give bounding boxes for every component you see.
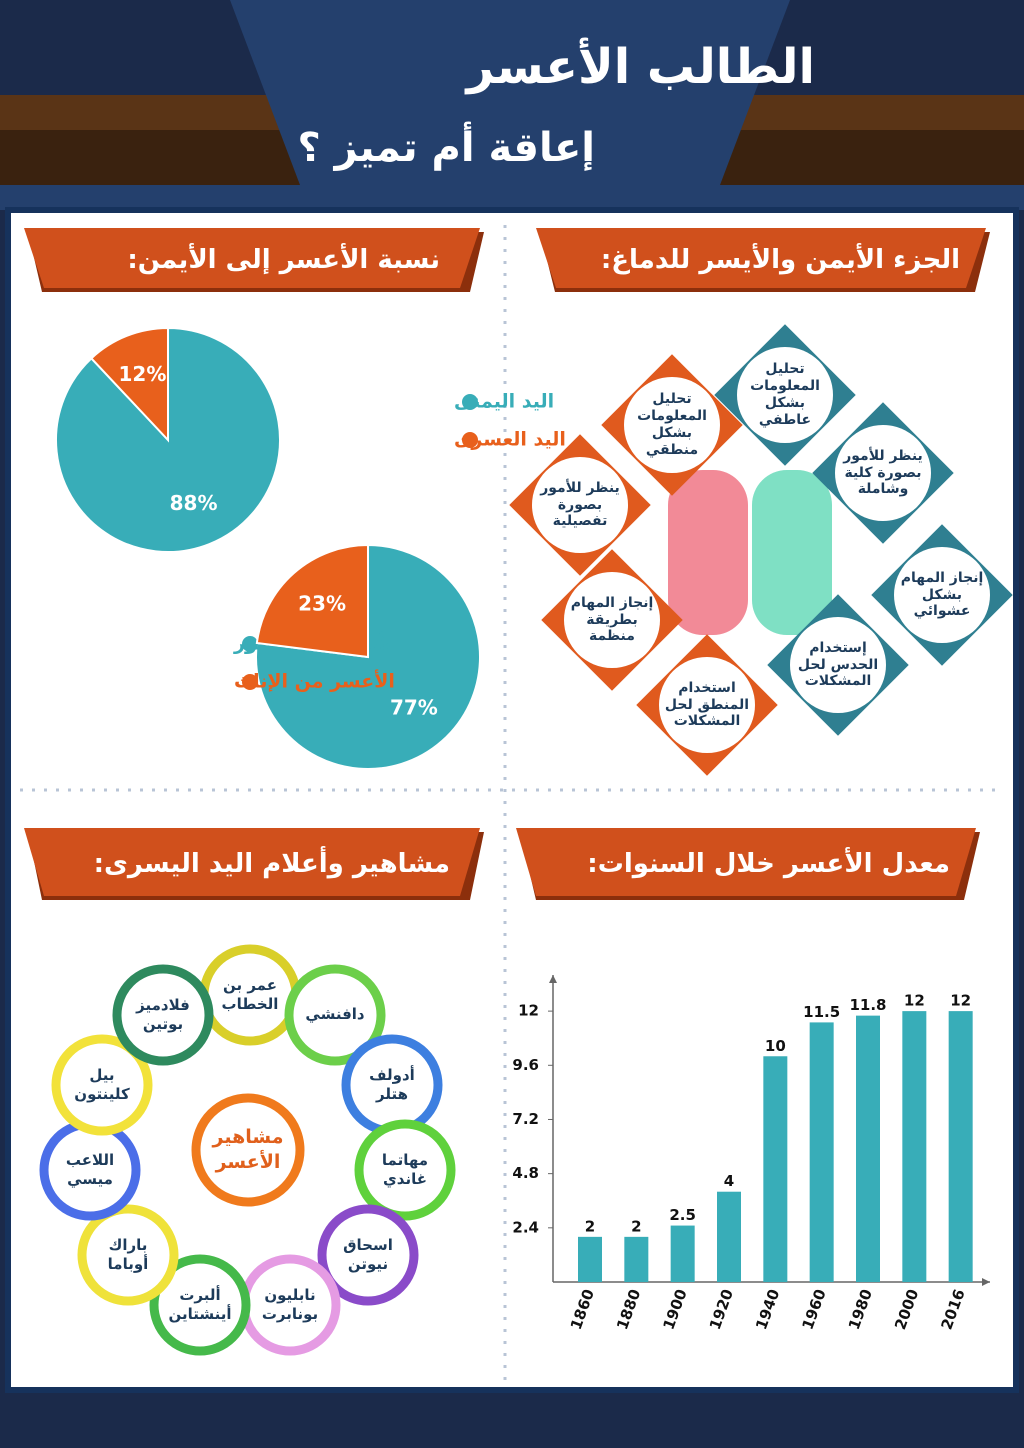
diamond-circle	[894, 547, 990, 643]
pie-slice	[255, 543, 369, 659]
brain-text: تحليل المعلومات بشكل عاطفي	[750, 361, 820, 428]
band	[0, 185, 1024, 210]
banner	[516, 828, 976, 896]
pie-slice	[89, 326, 169, 443]
person-ring	[149, 1254, 251, 1356]
section-title: معدل الأعسر خلال السنوات:	[587, 849, 950, 879]
person-ring	[51, 1034, 153, 1136]
center-name: مشاهير الأعسر	[212, 1126, 284, 1173]
arrow	[982, 1278, 990, 1286]
data-label: 2.5	[669, 1206, 696, 1224]
brain-text: تحليل المعلومات بشكل منطقي	[637, 391, 707, 458]
bar	[902, 1011, 927, 1282]
banner	[536, 228, 986, 288]
bar	[624, 1236, 649, 1282]
subtitle: إعاقة أم تميز ؟	[297, 121, 595, 171]
y-tick-label: 4.8	[512, 1164, 539, 1182]
bar	[578, 1236, 602, 1282]
section-title: الجزء الأيمن والأيسر للدماغ:	[600, 245, 960, 275]
data-label: 88%	[170, 491, 218, 515]
data-label: 12	[950, 992, 971, 1010]
legend-swatch	[462, 432, 478, 448]
person-ring	[284, 964, 386, 1066]
person-ring	[112, 964, 214, 1066]
person-name: ألبرت أينشتاين	[168, 1285, 232, 1324]
legend-label: اليد العسرى	[454, 429, 566, 451]
legend-label: الأعسر من الإناث	[234, 670, 395, 693]
bar	[763, 1056, 788, 1282]
y-tick-label: 12	[518, 1002, 539, 1020]
banner	[24, 828, 480, 896]
data-label: 12	[904, 992, 925, 1010]
legend-swatch	[242, 636, 258, 652]
brain-text: إنجاز المهام بطريقة منظمة	[570, 594, 654, 645]
person-name: مهاتما غاندي	[381, 1150, 429, 1189]
banners	[24, 228, 990, 900]
brain-right	[752, 470, 832, 635]
person-ring	[354, 1119, 456, 1221]
y-tick-label: 7.2	[512, 1110, 539, 1128]
brain-text: إنجاز المهام بشكل عشوائي	[900, 569, 984, 620]
diamond-circle	[624, 377, 720, 473]
data-label: 10	[765, 1037, 786, 1055]
data-label: 12%	[118, 362, 166, 386]
person-name: بيل كلينتون	[74, 1065, 130, 1104]
person-ring	[77, 1204, 179, 1306]
y-tick-label: 2.4	[512, 1218, 539, 1236]
title: الطالب الأعسر	[465, 37, 816, 95]
diamond-circle	[659, 657, 755, 753]
brain-left	[668, 470, 748, 635]
bar	[809, 1022, 834, 1282]
bar	[856, 1015, 880, 1282]
data-label: 2	[631, 1217, 641, 1235]
footer	[0, 1395, 1024, 1448]
data-label: 11.8	[849, 996, 886, 1014]
person-ring	[317, 1204, 419, 1306]
data-label: 77%	[390, 696, 438, 720]
header-panel	[230, 0, 790, 185]
section-title: مشاهير وأعلام اليد اليسرى:	[93, 849, 450, 879]
banner	[24, 228, 480, 288]
diamond-circle	[564, 572, 660, 668]
legend-label: اليد اليمنى	[454, 391, 554, 413]
legend-swatch	[242, 674, 258, 690]
data-label: 23%	[298, 591, 346, 615]
person-name: عمر بن الخطاب	[221, 975, 279, 1014]
person-name: فلادميز بوتين	[136, 995, 190, 1034]
diamond-circle	[532, 457, 628, 553]
diamond-circle	[737, 347, 833, 443]
person-name: اسحاق نيوتن	[343, 1235, 393, 1274]
y-tick-label: 9.6	[512, 1056, 539, 1074]
brain-text: ينظر للأمور بصورة تفصيلية	[540, 479, 620, 530]
bar	[948, 1011, 973, 1282]
brain-text: إستخدام الحدس لحل المشكلات	[797, 639, 879, 690]
person-name: باراك أوباما	[107, 1235, 149, 1274]
arrow	[549, 975, 557, 983]
bar	[717, 1191, 741, 1282]
legend-swatch	[462, 394, 478, 410]
person-name: دافنشي	[305, 1005, 365, 1024]
brain-text: ينظر للأمور بصورة كلية وشاملة	[843, 447, 923, 498]
person-name: نابليون بونابرت	[261, 1285, 319, 1324]
center-ring	[191, 1093, 305, 1207]
data-label: 11.5	[803, 1003, 840, 1021]
bar	[670, 1225, 695, 1282]
person-name: اللاعب ميسي	[65, 1150, 115, 1189]
person-name: أدولف هتلر	[369, 1065, 415, 1104]
diamond-circle	[790, 617, 886, 713]
data-label: 2	[585, 1217, 595, 1235]
data-label: 4	[724, 1172, 734, 1190]
diamond-circle	[835, 425, 931, 521]
section-title: نسبة الأعسر إلى الأيمن:	[127, 245, 440, 275]
brain-text: استخدام المنطق لحل المشكلات	[664, 679, 750, 730]
brain	[668, 470, 832, 635]
